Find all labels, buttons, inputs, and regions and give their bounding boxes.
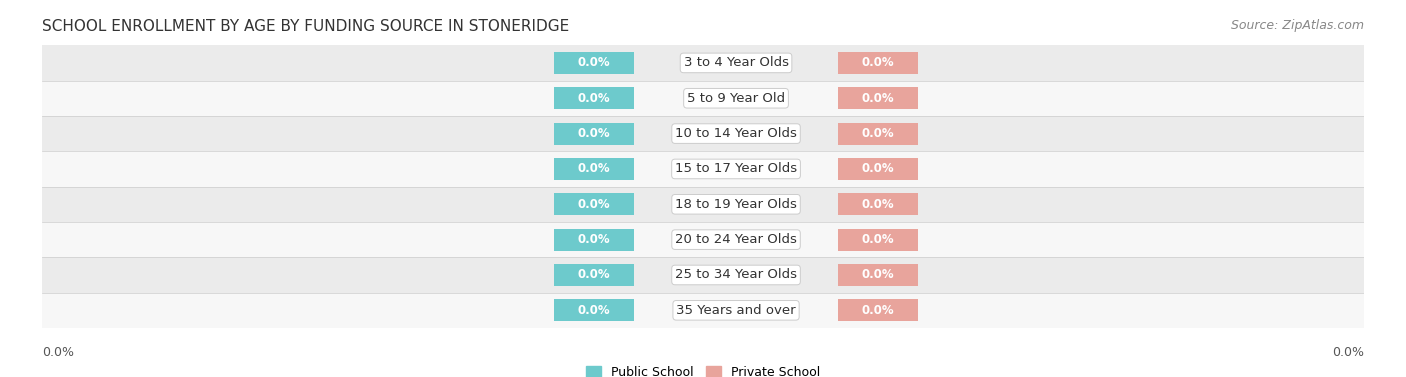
Text: SCHOOL ENROLLMENT BY AGE BY FUNDING SOURCE IN STONERIDGE: SCHOOL ENROLLMENT BY AGE BY FUNDING SOUR… xyxy=(42,19,569,34)
Text: 0.0%: 0.0% xyxy=(862,92,894,105)
Bar xyxy=(42,187,1364,222)
Bar xyxy=(838,193,918,215)
Bar xyxy=(838,158,918,180)
Text: 0.0%: 0.0% xyxy=(1331,346,1364,359)
Bar xyxy=(838,299,918,321)
Text: 0.0%: 0.0% xyxy=(862,57,894,69)
Bar xyxy=(42,293,1364,328)
Text: 0.0%: 0.0% xyxy=(862,233,894,246)
Bar xyxy=(554,52,634,74)
Bar xyxy=(554,299,634,321)
Legend: Public School, Private School: Public School, Private School xyxy=(581,361,825,377)
Bar xyxy=(42,45,1364,81)
Text: 0.0%: 0.0% xyxy=(578,198,610,211)
Text: 20 to 24 Year Olds: 20 to 24 Year Olds xyxy=(675,233,797,246)
Text: 0.0%: 0.0% xyxy=(578,127,610,140)
Text: 0.0%: 0.0% xyxy=(862,304,894,317)
Bar xyxy=(554,123,634,144)
Text: 0.0%: 0.0% xyxy=(578,162,610,175)
Bar xyxy=(838,123,918,144)
Bar xyxy=(554,87,634,109)
Text: 0.0%: 0.0% xyxy=(862,127,894,140)
Bar xyxy=(838,229,918,251)
Text: 35 Years and over: 35 Years and over xyxy=(676,304,796,317)
Bar xyxy=(554,229,634,251)
Text: 0.0%: 0.0% xyxy=(862,268,894,282)
Bar xyxy=(838,264,918,286)
Bar xyxy=(42,81,1364,116)
Bar xyxy=(42,222,1364,257)
Text: 15 to 17 Year Olds: 15 to 17 Year Olds xyxy=(675,162,797,175)
Text: 18 to 19 Year Olds: 18 to 19 Year Olds xyxy=(675,198,797,211)
Text: 0.0%: 0.0% xyxy=(578,304,610,317)
Text: 0.0%: 0.0% xyxy=(578,233,610,246)
Text: 10 to 14 Year Olds: 10 to 14 Year Olds xyxy=(675,127,797,140)
Text: 0.0%: 0.0% xyxy=(862,162,894,175)
Bar xyxy=(838,52,918,74)
Text: 0.0%: 0.0% xyxy=(862,198,894,211)
Bar xyxy=(838,87,918,109)
Text: 5 to 9 Year Old: 5 to 9 Year Old xyxy=(688,92,785,105)
Bar xyxy=(554,158,634,180)
Text: 0.0%: 0.0% xyxy=(578,268,610,282)
Bar xyxy=(42,151,1364,187)
Text: Source: ZipAtlas.com: Source: ZipAtlas.com xyxy=(1230,19,1364,32)
Text: 0.0%: 0.0% xyxy=(42,346,75,359)
Bar xyxy=(42,257,1364,293)
Text: 3 to 4 Year Olds: 3 to 4 Year Olds xyxy=(683,57,789,69)
Bar xyxy=(554,193,634,215)
Text: 25 to 34 Year Olds: 25 to 34 Year Olds xyxy=(675,268,797,282)
Bar xyxy=(554,264,634,286)
Bar xyxy=(42,116,1364,151)
Text: 0.0%: 0.0% xyxy=(578,92,610,105)
Text: 0.0%: 0.0% xyxy=(578,57,610,69)
